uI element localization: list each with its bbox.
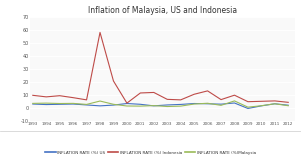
Legend: INFLATION RATE (%) US, INFLATION RATE (%) Indonesia, INFLATION RATE (%)Malaysia: INFLATION RATE (%) US, INFLATION RATE (%… bbox=[43, 149, 258, 156]
Title: Inflation of Malaysia, US and Indonesia: Inflation of Malaysia, US and Indonesia bbox=[88, 6, 237, 15]
